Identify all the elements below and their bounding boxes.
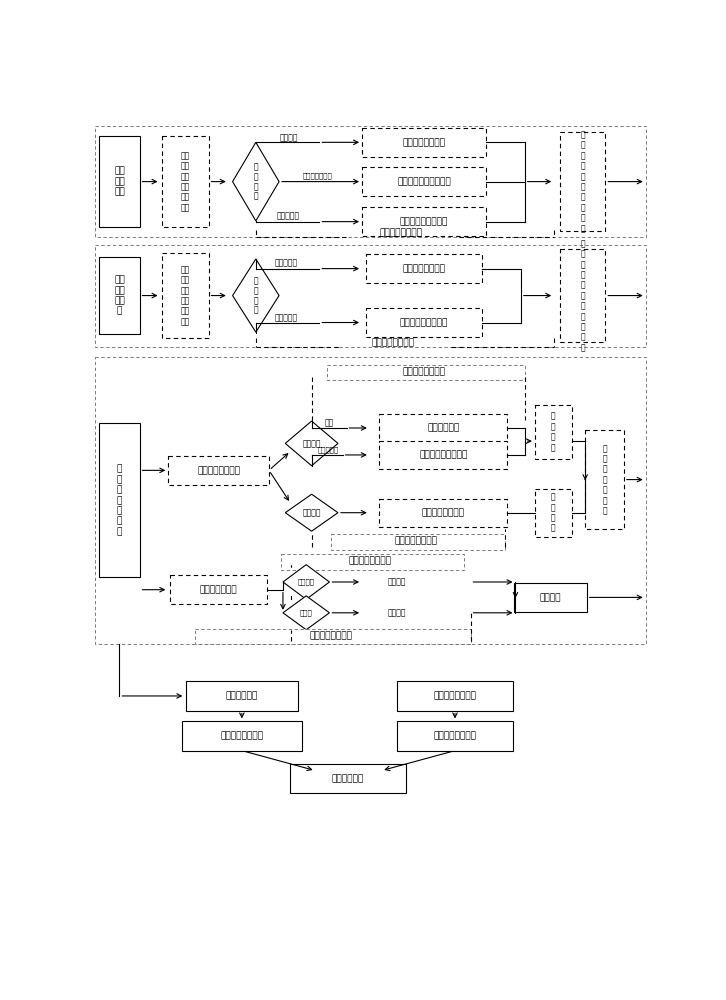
Bar (362, 128, 486, 157)
Text: 边坡横断面文件: 边坡横断面文件 (200, 585, 237, 594)
Text: 宽度变化: 宽度变化 (302, 439, 321, 448)
Bar (362, 207, 486, 236)
Text: 直线坡设计算模型: 直线坡设计算模型 (402, 264, 446, 273)
Text: 边坡高度: 边坡高度 (388, 578, 406, 586)
Text: 直线线形计算模型: 直线线形计算模型 (402, 138, 446, 147)
Text: 计
算
纵
断
面
线
形
单
元
坐
标: 计 算 纵 断 面 线 形 单 元 坐 标 (581, 239, 585, 352)
Text: 曲率为非零常量: 曲率为非零常量 (303, 172, 333, 179)
Text: 横坡变化: 横坡变化 (302, 508, 321, 517)
Text: 曲
率
变
化: 曲 率 变 化 (253, 163, 258, 201)
Bar (397, 721, 513, 751)
Text: 坡
度
变
化: 坡 度 变 化 (253, 277, 258, 315)
Text: 曲率为零: 曲率为零 (279, 133, 298, 142)
Text: 竖曲线坡段计算模型: 竖曲线坡段计算模型 (400, 318, 448, 327)
Polygon shape (283, 565, 330, 599)
Polygon shape (285, 494, 338, 531)
Text: 洞门线形单元尺寸: 洞门线形单元尺寸 (221, 732, 264, 740)
Text: 计算下一高度单元: 计算下一高度单元 (348, 557, 391, 566)
Text: 道路三维模型: 道路三维模型 (332, 774, 364, 783)
Bar (186, 681, 298, 711)
Bar (168, 456, 269, 485)
Bar (560, 132, 605, 231)
Text: 边坡坡度: 边坡坡度 (388, 608, 406, 617)
Text: 计算下一宽度单元: 计算下一宽度单元 (402, 367, 446, 376)
Text: 计算下一横坡单元: 计算下一横坡单元 (395, 537, 438, 546)
Bar (366, 254, 482, 283)
Bar (380, 414, 507, 442)
Bar (397, 681, 513, 711)
Text: 路拱横坡计算模型: 路拱横坡计算模型 (422, 508, 465, 517)
Bar (380, 499, 507, 527)
Bar (95, 126, 645, 237)
Bar (535, 489, 572, 537)
Text: 计算下一线形单元: 计算下一线形单元 (379, 229, 423, 238)
Text: 横
断
面
线
形
文
件: 横 断 面 线 形 文 件 (117, 465, 122, 536)
Text: 缓和曲线线形计算模型: 缓和曲线线形计算模型 (397, 177, 451, 186)
Bar (282, 554, 465, 570)
Text: 平面
线形
文件: 平面 线形 文件 (114, 167, 125, 196)
Text: 道路路线三维坐标: 道路路线三维坐标 (433, 691, 476, 700)
Text: 坡度为变量: 坡度为变量 (274, 313, 298, 322)
Bar (535, 405, 572, 459)
Bar (99, 257, 139, 334)
Text: 隧道洞门类型: 隧道洞门类型 (226, 691, 258, 700)
Polygon shape (232, 142, 279, 221)
Text: 线形计算模型: 线形计算模型 (427, 424, 460, 432)
Bar (99, 423, 139, 577)
Bar (327, 365, 525, 380)
Text: 路
拱
横
坡: 路 拱 横 坡 (551, 412, 555, 452)
Bar (182, 721, 302, 751)
Bar (331, 534, 505, 550)
Text: 三维坐标纹理设计: 三维坐标纹理设计 (433, 732, 476, 740)
Polygon shape (232, 259, 279, 332)
Bar (170, 575, 267, 604)
Bar (95, 357, 645, 644)
Bar (585, 430, 624, 529)
Text: 路
拱
横
坡: 路 拱 横 坡 (551, 493, 555, 533)
Bar (290, 764, 406, 793)
Bar (162, 136, 208, 227)
Bar (95, 245, 645, 347)
Bar (560, 249, 605, 342)
Bar (99, 136, 139, 227)
Text: 计
算
平
面
线
形
单
元
坐
标: 计 算 平 面 线 形 单 元 坐 标 (581, 130, 585, 233)
Text: 计算下一坡度单元: 计算下一坡度单元 (309, 631, 353, 640)
Text: 路幅内横断面文件: 路幅内横断面文件 (197, 466, 240, 475)
Bar (366, 308, 482, 337)
Text: 路
幅
横
断
面
坐
标: 路 幅 横 断 面 坐 标 (603, 444, 607, 515)
Text: 计算下一线形单元: 计算下一线形单元 (372, 339, 415, 348)
Text: 边坡坐标: 边坡坐标 (539, 593, 561, 602)
Text: 坡度为常量: 坡度为常量 (274, 259, 298, 268)
Text: 高次抛物线: 高次抛物线 (317, 446, 338, 453)
Bar (513, 583, 587, 612)
Text: 检查
线形
单元
两端
的曲
率值: 检查 线形 单元 两端 的曲 率值 (181, 151, 190, 212)
Text: 高度变化: 高度变化 (298, 579, 314, 585)
Bar (195, 629, 470, 644)
Text: 纵断
面线
形文
件: 纵断 面线 形文 件 (114, 275, 125, 316)
Text: 检查
线形
单元
两端
的坡
度值: 检查 线形 单元 两端 的坡 度值 (181, 265, 190, 326)
Bar (362, 167, 486, 196)
Polygon shape (283, 596, 330, 630)
Text: 圆曲线线形计算模型: 圆曲线线形计算模型 (400, 217, 448, 226)
Text: 线性: 线性 (325, 418, 334, 427)
Polygon shape (285, 421, 338, 466)
Text: 曲率为变量: 曲率为变量 (277, 211, 300, 220)
Bar (162, 253, 208, 338)
Text: 高次抛物线计算模型: 高次抛物线计算模型 (419, 450, 468, 459)
Bar (380, 441, 507, 469)
Text: 坡变化: 坡变化 (300, 609, 313, 616)
